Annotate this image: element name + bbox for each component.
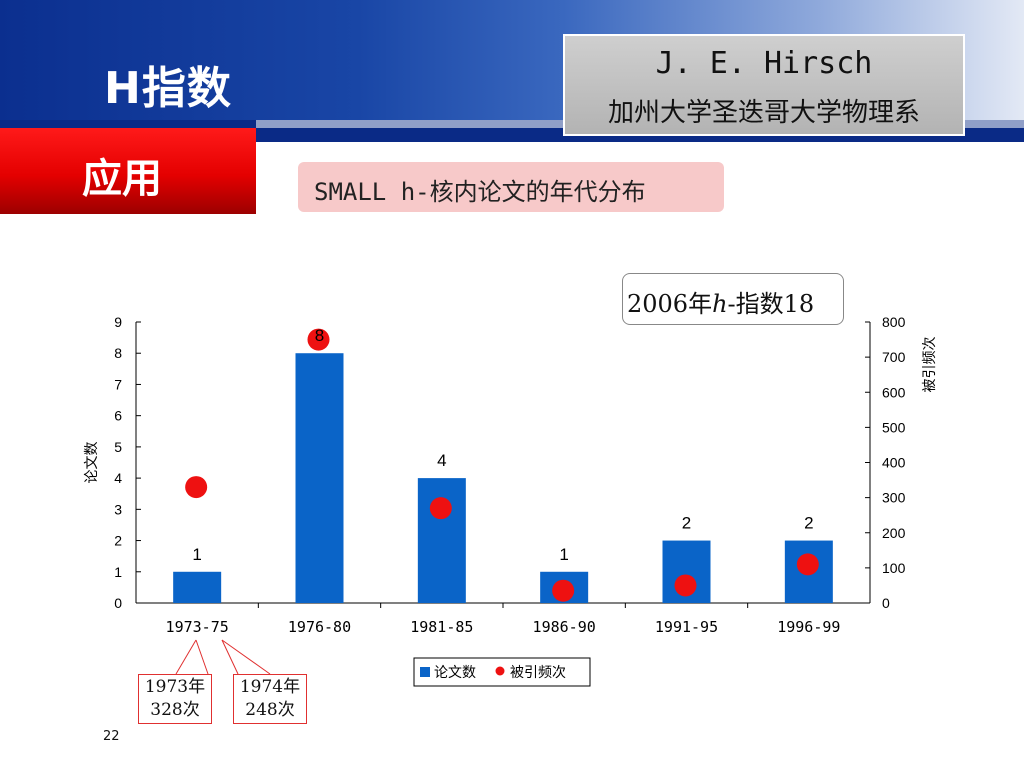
y2-tick-label: 100 [882, 560, 906, 576]
bar-series [173, 353, 833, 603]
subtitle-text: SMALL h-核内论文的年代分布 [314, 178, 646, 206]
hindex-note-box: 2006年h-指数18 [622, 273, 844, 325]
callout-1973-line1: 1973年 [144, 677, 206, 697]
citation-dot [429, 497, 452, 520]
bar [295, 353, 344, 603]
callout-1974-line2: 248次 [245, 700, 295, 720]
bar-data-label: 1 [192, 545, 201, 564]
callout-1974: 1974年 248次 [233, 674, 307, 724]
hindex-italic: h [712, 290, 728, 318]
x-tick-label: 1986-90 [533, 618, 596, 636]
y2-tick-label: 200 [882, 525, 906, 541]
author-box: J. E. Hirsch 加州大学圣迭哥大学物理系 [563, 34, 965, 136]
author-name: J. E. Hirsch [655, 46, 873, 81]
y-tick-label: 0 [114, 595, 122, 611]
chart-legend: 论文数 被引频次 [413, 657, 591, 687]
y2-axis-title: 被引频次 [921, 337, 937, 393]
legend-dot-label: 被引频次 [510, 664, 566, 680]
bar-data-label: 1 [559, 545, 568, 564]
page-number: 22 [103, 729, 120, 744]
x-tick-label: 1991-95 [655, 618, 718, 636]
author-affiliation: 加州大学圣迭哥大学物理系 [607, 98, 920, 128]
subtitle-box: SMALL h-核内论文的年代分布 [298, 162, 724, 212]
legend-dot-swatch [495, 666, 505, 676]
x-tick-label: 1981-85 [410, 618, 473, 636]
y-axis-title: 论文数 [83, 442, 99, 484]
y2-tick-label: 800 [882, 314, 906, 330]
citation-dot [552, 579, 575, 602]
bar-data-label: 2 [682, 514, 691, 533]
callout-lines [175, 639, 271, 675]
section-tab [0, 128, 256, 214]
hindex-suffix: -指数18 [727, 290, 815, 318]
bar-data-label: 2 [804, 514, 813, 533]
y2-tick-label: 0 [882, 595, 890, 611]
section-label: 应用 [82, 156, 162, 202]
y-tick-label: 2 [114, 533, 122, 549]
y2-tick-label: 400 [882, 455, 906, 471]
x-tick-label: 1976-80 [288, 618, 351, 636]
citation-dot [185, 476, 208, 499]
bar [173, 571, 222, 603]
y-tick-label: 6 [114, 408, 122, 424]
y-tick-label: 8 [114, 345, 122, 361]
bar [417, 478, 466, 603]
y2-tick-label: 600 [882, 384, 906, 400]
bar-data-label: 8 [315, 326, 324, 345]
hindex-prefix: 2006年 [627, 290, 713, 318]
y-tick-label: 5 [114, 439, 122, 455]
chart-labels: 1973-75 1 1976-80 8 1981-85 4 1986-90 1 1991-95 2… [166, 326, 841, 636]
slide-title: H指数 [104, 63, 232, 114]
x-tick-label: 1973-75 [166, 618, 229, 636]
y-tick-label: 3 [114, 501, 122, 517]
x-tick-label: 1996-99 [777, 618, 840, 636]
callout-1973-line2: 328次 [150, 700, 200, 720]
hindex-note: 2006年h-指数18 [627, 284, 814, 319]
citation-dot [307, 328, 330, 351]
callout-1974-line1: 1974年 [239, 677, 301, 697]
y2-tick-label: 300 [882, 490, 906, 506]
y-tick-label: 4 [114, 470, 122, 486]
legend-bar-label: 论文数 [434, 664, 476, 680]
y-tick-label: 9 [114, 314, 122, 330]
y-tick-label: 1 [114, 564, 122, 580]
dot-series [185, 328, 819, 602]
legend-bar-swatch [420, 667, 430, 677]
bar-data-label: 4 [437, 451, 446, 470]
y2-tick-label: 700 [882, 349, 906, 365]
y2-tick-label: 500 [882, 419, 906, 435]
callout-1973: 1973年 328次 [138, 674, 212, 724]
y-tick-label: 7 [114, 376, 122, 392]
citation-dot [674, 574, 697, 597]
citation-dot [796, 553, 819, 576]
chart-axes: 0 1 2 3 4 5 6 7 8 9 0 100 200 300 400 500 600 700 800 论文数 被引… [83, 314, 937, 611]
